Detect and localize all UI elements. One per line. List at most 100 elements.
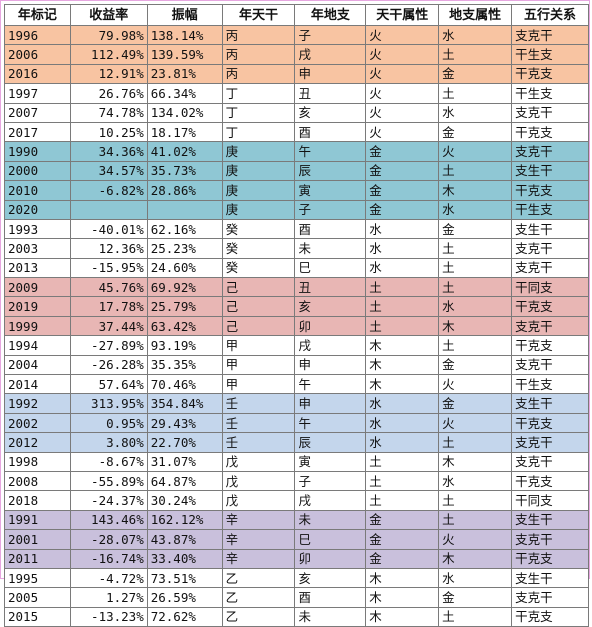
table-row: 2013 -15.95% 24.60% 癸巳水土支克干 [4,257,589,279]
cell-branch: 未 [294,606,367,627]
cell-amplitude: 23.81% [146,63,223,85]
cell-relation: 干同支 [511,277,589,298]
cell-branch: 酉 [294,121,367,143]
cell-branch-element: 木 [438,451,513,472]
cell-stem-element: 金 [365,141,440,162]
cell-branch-element: 水 [438,102,513,123]
cell-amplitude: 62.16% [146,218,223,240]
cell-amplitude: 93.19% [146,335,223,356]
cell-branch-element: 土 [438,432,513,453]
cell-stem: 庚 [221,199,296,220]
cell-branch-element: 金 [438,218,513,240]
cell-relation: 干克支 [511,335,589,356]
table-row: 2002 0.95% 29.43% 壬午水火干克支 [4,412,589,434]
cell-branch: 子 [294,470,367,492]
cell-year: 1994 [4,335,71,356]
cell-return: 12.91% [69,63,148,85]
cell-relation: 干生支 [511,83,589,104]
cell-branch: 子 [294,199,367,220]
cell-stem: 癸 [221,257,296,279]
cell-stem-element: 木 [365,606,440,627]
cell-year: 2001 [4,529,71,550]
cell-branch-element: 水 [438,567,513,589]
cell-stem-element: 土 [365,451,440,472]
cell-relation: 干克支 [511,180,589,201]
cell-branch: 卯 [294,548,367,569]
table-row: 2006 112.49% 139.59% 丙戌火土干生支 [4,44,589,65]
cell-stem-element: 土 [365,277,440,298]
table-body: 1996 79.98% 138.14% 丙子火水支克干 2006 112.49% 139.5… [4,24,589,627]
cell-branch: 午 [294,374,367,395]
cell-branch: 巳 [294,257,367,279]
cell-return: 1.27% [69,587,148,608]
cell-branch: 戌 [294,44,367,65]
cell-relation: 支克干 [511,529,589,550]
cell-relation: 干生支 [511,199,589,220]
cell-return: 17.78% [69,296,148,317]
table-row: 2007 74.78% 134.02% 丁亥火水支克干 [4,102,589,123]
cell-year: 2014 [4,374,71,395]
cell-stem: 己 [221,315,296,337]
cell-branch-element: 金 [438,393,513,414]
cell-amplitude: 70.46% [146,374,223,395]
cell-branch-element: 土 [438,44,513,65]
cell-branch: 辰 [294,432,367,453]
cell-year: 1995 [4,567,71,589]
cell-stem: 甲 [221,354,296,376]
cell-return: 79.98% [69,24,148,46]
cell-year: 2020 [4,199,71,220]
cell-branch-element: 金 [438,354,513,376]
cell-amplitude: 138.14% [146,24,223,46]
cell-branch-element: 金 [438,121,513,143]
cell-return: -8.67% [69,451,148,472]
cell-stem: 壬 [221,412,296,434]
cell-return: 26.76% [69,83,148,104]
cell-year: 1997 [4,83,71,104]
cell-branch-element: 土 [438,238,513,259]
cell-stem-element: 水 [365,218,440,240]
cell-year: 2013 [4,257,71,279]
cell-return: -55.89% [69,470,148,492]
cell-branch-element: 土 [438,83,513,104]
cell-year: 2003 [4,238,71,259]
cell-stem-element: 金 [365,509,440,531]
cell-stem-element: 金 [365,160,440,182]
cell-return: 34.57% [69,160,148,182]
table-row: 2015 -13.23% 72.62% 乙未木土干克支 [4,606,589,627]
cell-branch-element: 土 [438,490,513,511]
cell-stem: 己 [221,296,296,317]
table-row: 2014 57.64% 70.46% 甲午木火干生支 [4,374,589,395]
cell-stem: 丁 [221,83,296,104]
cell-relation: 干克支 [511,121,589,143]
cell-branch-element: 土 [438,277,513,298]
cell-branch-element: 土 [438,606,513,627]
cell-relation: 支克干 [511,24,589,46]
cell-amplitude: 33.40% [146,548,223,569]
cell-stem: 乙 [221,567,296,589]
cell-stem-element: 火 [365,44,440,65]
table-row: 1990 34.36% 41.02% 庚午金火支克干 [4,141,589,162]
cell-stem: 丁 [221,102,296,123]
cell-stem-element: 水 [365,238,440,259]
cell-relation: 支生干 [511,218,589,240]
table-row: 1991 143.46% 162.12% 辛未金土支生干 [4,509,589,531]
cell-stem: 乙 [221,587,296,608]
table-row: 2012 3.80% 22.70% 壬辰水土支克干 [4,432,589,453]
cell-branch: 酉 [294,218,367,240]
cell-relation: 支克干 [511,257,589,279]
cell-relation: 支克干 [511,141,589,162]
cell-stem-element: 火 [365,24,440,46]
cell-return: 74.78% [69,102,148,123]
cell-branch: 未 [294,509,367,531]
cell-amplitude: 24.60% [146,257,223,279]
cell-amplitude: 25.23% [146,238,223,259]
cell-relation: 支克干 [511,102,589,123]
cell-stem: 甲 [221,335,296,356]
cell-branch-element: 火 [438,141,513,162]
header-year-stem: 年天干 [221,4,296,26]
cell-stem-element: 水 [365,432,440,453]
table-row: 2008 -55.89% 64.87% 戊子土水干克支 [4,470,589,492]
cell-return: -24.37% [69,490,148,511]
cell-year: 2002 [4,412,71,434]
cell-relation: 干克支 [511,470,589,492]
